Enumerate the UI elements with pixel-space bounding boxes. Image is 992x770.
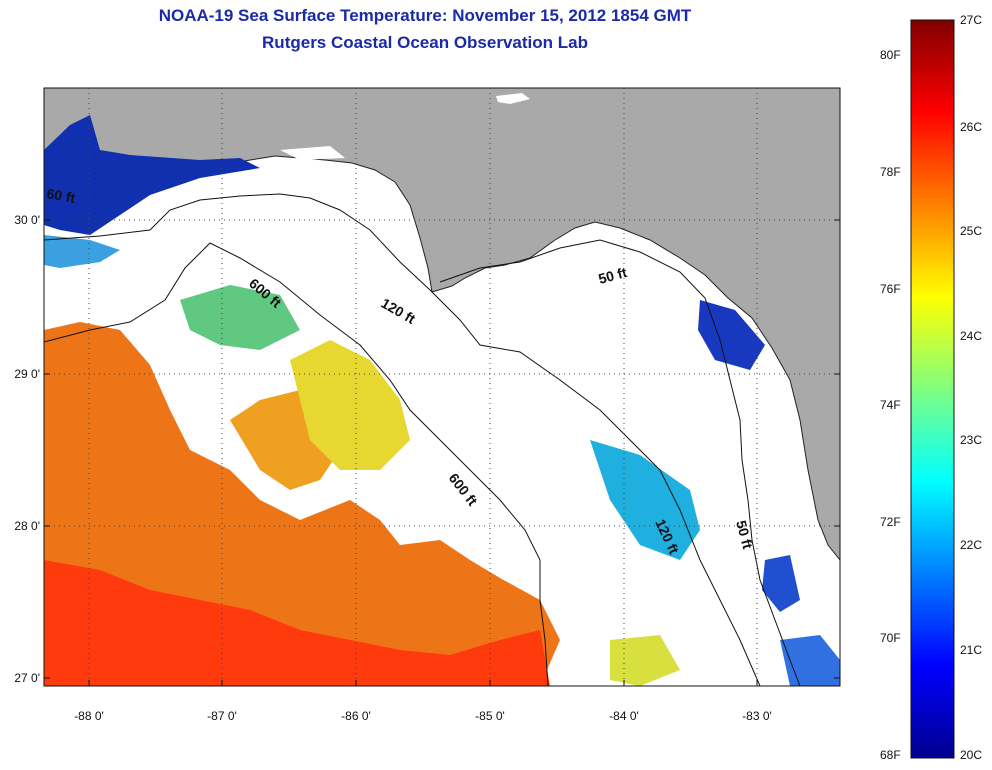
small-bay	[280, 146, 345, 160]
colorbar-label-26c: 26C	[960, 120, 983, 134]
colorbar	[910, 19, 955, 759]
lat-label-29: 29 0'	[14, 367, 40, 381]
colorbar-label-27c: 27C	[960, 13, 983, 27]
sst-cool-east	[590, 440, 700, 560]
lat-label-27: 27 0'	[14, 671, 40, 685]
colorbar-label-72f: 72F	[880, 515, 901, 529]
lon-label-88: -88 0'	[74, 709, 104, 723]
title-line-1: NOAA-19 Sea Surface Temperature: Novembe…	[158, 6, 692, 25]
lon-label-86: -86 0'	[341, 709, 371, 723]
colorbar-label-80f: 80F	[880, 48, 901, 62]
lon-label-85: -85 0'	[475, 709, 505, 723]
colorbar-label-22c: 22C	[960, 538, 983, 552]
colorbar-label-70f: 70F	[880, 631, 901, 645]
lat-label-28: 28 0'	[14, 519, 40, 533]
contour-label-50ft-south: 50 ft	[733, 519, 756, 551]
sst-green-patches	[180, 285, 300, 350]
lon-label-87: -87 0'	[207, 709, 237, 723]
colorbar-label-23c: 23C	[960, 433, 983, 447]
sst-blue-south-east	[762, 555, 800, 612]
contour-label-60ft: 60 ft	[45, 185, 76, 206]
contour-120ft	[44, 193, 761, 686]
colorbar-label-25c: 25C	[960, 224, 983, 238]
lat-label-30: 30 0'	[14, 213, 40, 227]
map-frame	[43, 87, 841, 687]
colorbar-label-20c: 20C	[960, 748, 983, 762]
contour-label-50ft-north: 50 ft	[597, 264, 629, 287]
colorbar-label-68f: 68F	[880, 748, 901, 762]
title-line-2: Rutgers Coastal Ocean Observation Lab	[262, 33, 588, 52]
sst-yellow-band	[290, 340, 410, 470]
colorbar-label-21c: 21C	[960, 643, 983, 657]
lon-label-84: -84 0'	[609, 709, 639, 723]
colorbar-label-76f: 76F	[880, 282, 901, 296]
sst-blue-bay	[698, 300, 765, 370]
island-patch	[496, 93, 530, 104]
sst-hot-south	[44, 560, 550, 686]
colorbar-label-78f: 78F	[880, 165, 901, 179]
contour-600ft	[44, 242, 549, 686]
tick-marks	[44, 219, 840, 686]
sst-cold-nw	[44, 115, 260, 235]
sst-cool-nw	[44, 235, 120, 268]
contour-50ft	[439, 239, 801, 686]
sst-yellow-east	[610, 635, 680, 686]
lon-label-83: -83 0'	[742, 709, 772, 723]
colorbar-label-24c: 24C	[960, 329, 983, 343]
colorbar-label-74f: 74F	[880, 398, 901, 412]
